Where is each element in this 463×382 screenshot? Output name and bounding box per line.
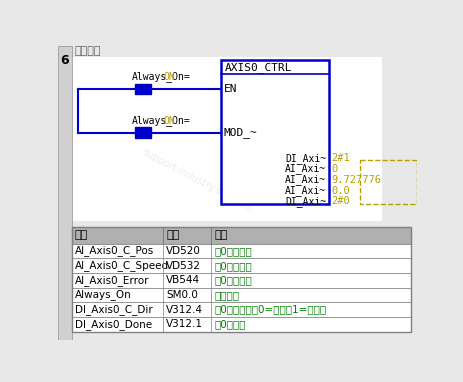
Text: 地址: 地址 [166,230,180,240]
Text: EN: EN [224,84,237,94]
Text: 9.727776: 9.727776 [332,175,382,185]
Text: 轴0已完成: 轴0已完成 [214,319,246,329]
Text: SM0.0: SM0.0 [166,290,198,300]
Text: DI_Axi~: DI_Axi~ [285,153,326,164]
Text: 2#0: 2#0 [332,196,350,206]
Text: DI_Axis0_C_Dir: DI_Axis0_C_Dir [75,304,153,315]
Text: 0: 0 [332,164,338,174]
Text: AI_Axi~: AI_Axi~ [285,185,326,196]
Text: Always_On: Always_On [75,290,131,300]
Bar [72,227,411,244]
Text: AI_Axis0_C_Pos: AI_Axis0_C_Pos [75,246,154,256]
Bar [72,258,411,273]
Bar [72,317,411,332]
Text: VD532: VD532 [166,261,201,271]
Bar [72,57,382,222]
Text: AXIS0_CTRL: AXIS0_CTRL [225,62,292,73]
Bar [135,84,151,94]
Text: AI_Axis0_Error: AI_Axis0_Error [75,275,150,286]
Text: 轴0错误代码: 轴0错误代码 [214,275,252,285]
Text: 轴0点动方向（0=正转，1=反转）: 轴0点动方向（0=正转，1=反转） [214,304,326,314]
Text: 6: 6 [61,53,69,66]
Text: V312.4: V312.4 [166,304,203,314]
Text: support.industry.siemens: support.industry.siemens [141,147,254,214]
Text: Always_On=: Always_On= [131,115,190,126]
Text: AI_Axi~: AI_Axi~ [285,174,326,185]
Text: ON: ON [163,116,175,126]
Text: 输入注释: 输入注释 [75,46,101,56]
Text: 0.0: 0.0 [332,186,350,196]
Bar [72,302,411,317]
Text: VB544: VB544 [166,275,200,285]
Text: 轴0当前位置: 轴0当前位置 [214,246,252,256]
Text: V312.1: V312.1 [166,319,203,329]
Text: AI_Axis0_C_Speed: AI_Axis0_C_Speed [75,260,169,271]
Bar [72,244,411,258]
Text: 始终接通: 始终接通 [214,290,239,300]
Bar [72,46,417,57]
Text: DI_Axis0_Done: DI_Axis0_Done [75,319,152,330]
Bar [221,60,329,204]
Bar [72,288,411,302]
Text: MOD_~: MOD_~ [224,127,257,138]
Text: 轴0当前速度: 轴0当前速度 [214,261,252,271]
Text: ON: ON [163,72,175,82]
Bar [135,128,151,138]
Text: Always_On=: Always_On= [131,71,190,82]
Bar [360,160,417,204]
Text: AI_Axi~: AI_Axi~ [285,163,326,175]
Text: 注释: 注释 [214,230,228,240]
Bar [72,273,411,288]
Text: 2#1: 2#1 [332,153,350,163]
Text: 符号: 符号 [75,230,88,240]
Bar [58,46,72,340]
Text: VD520: VD520 [166,246,201,256]
Bar [72,227,411,332]
Text: DI_Axi~: DI_Axi~ [285,196,326,207]
